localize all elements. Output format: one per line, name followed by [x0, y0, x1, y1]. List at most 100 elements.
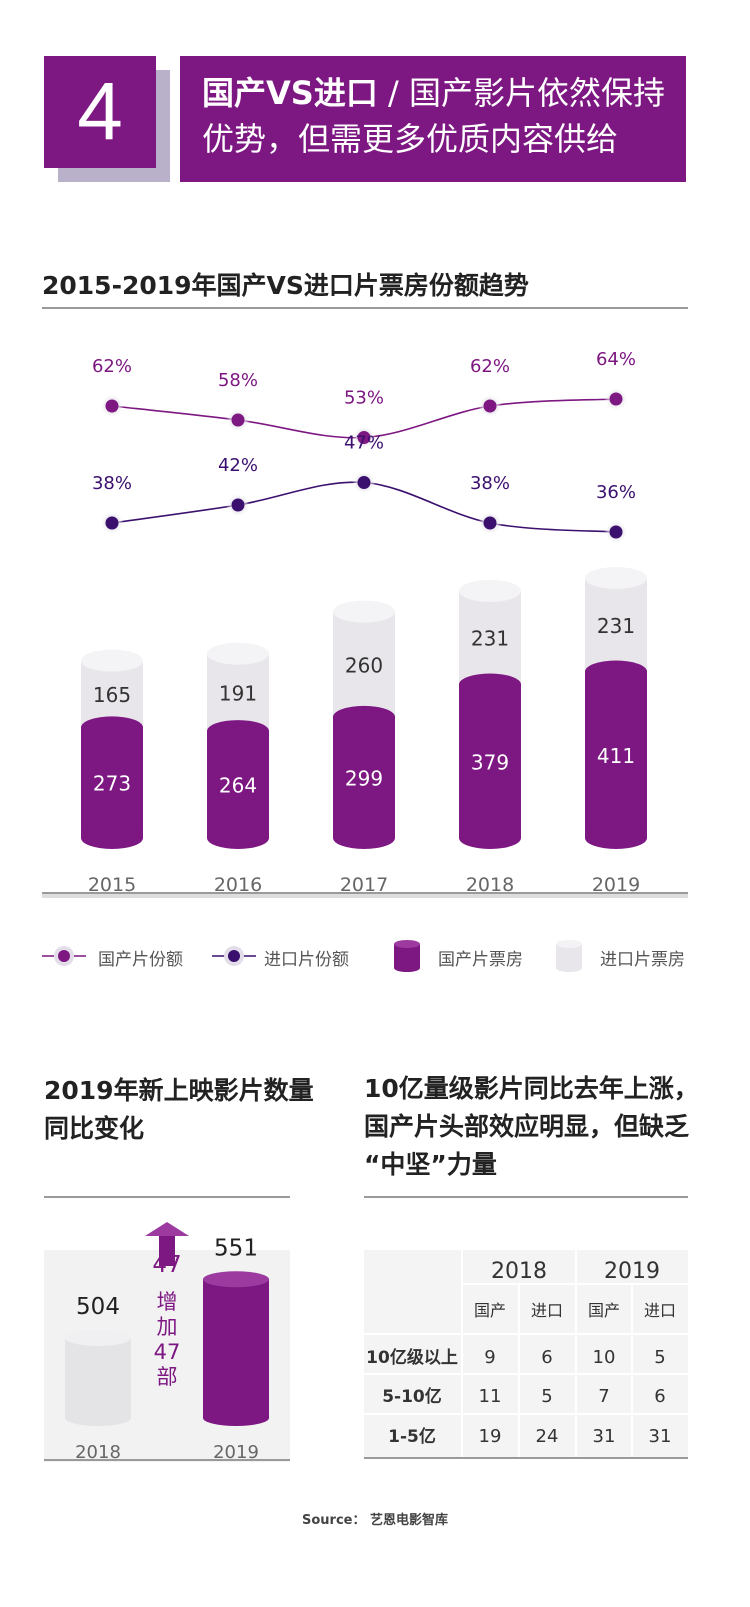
domestic-box-label: 264	[219, 774, 257, 798]
x-tick-label: 2019	[592, 874, 640, 896]
x-axis-line	[42, 892, 688, 894]
legend-import-box-icon	[556, 940, 582, 972]
table-subheader: 国产	[588, 1301, 620, 1320]
table-cell: 19	[479, 1426, 502, 1447]
domestic-share-point	[357, 431, 371, 444]
title-rule	[42, 307, 688, 309]
domestic-box-bar	[585, 671, 647, 838]
import-box-label: 231	[471, 627, 509, 651]
left-panel-rule	[44, 1196, 290, 1198]
x-axis-shadow	[42, 894, 688, 898]
table-subheader: 进口	[531, 1301, 563, 1320]
axis-layer: 2015 2016 2017 2018 2019	[42, 874, 688, 898]
import-share-label: 47%	[344, 433, 384, 454]
x-tick-label: 2018	[466, 874, 514, 896]
domestic-share-label: 64%	[596, 349, 636, 370]
table-year-2019: 2019	[604, 1259, 660, 1284]
domestic-share-label: 53%	[344, 388, 384, 409]
domestic-box-bar-top	[81, 716, 143, 739]
release-bar-2018	[65, 1338, 131, 1418]
import-box-bar	[81, 660, 143, 728]
left-title-line-2: 同比变化	[44, 1114, 145, 1143]
import-share-label: 38%	[470, 473, 510, 494]
import-box-bar	[459, 590, 521, 685]
release-bar-2018-base	[65, 1410, 131, 1426]
section-number: 4	[44, 56, 156, 168]
release-count-chart: 504 2018 551 2019 47 增 加 47 部	[44, 1222, 290, 1463]
table-cell: 24	[536, 1426, 559, 1447]
legend-import-share-icon	[212, 946, 256, 966]
domestic-box-label: 299	[345, 766, 383, 790]
domestic-share-point	[609, 392, 623, 406]
table-row: 10亿级以上 9 6 10 5	[366, 1347, 666, 1368]
line-layer: 62% 58% 53% 62% 64% 38% 42% 47% 38% 36%	[92, 349, 636, 544]
right-title-line-2: 国产片头部效应明显，但缺乏	[364, 1112, 690, 1141]
import-share-point	[357, 476, 371, 489]
x-tick-label: 2016	[214, 874, 262, 896]
chart-title: 2015-2019年国产VS进口片票房份额趋势	[42, 271, 529, 300]
table-cell: 31	[649, 1426, 672, 1447]
domestic-box-bar	[333, 716, 395, 838]
domestic-box-bar	[459, 684, 521, 838]
domestic-share-label: 58%	[218, 370, 258, 391]
domestic-box-bar-base	[459, 827, 521, 849]
import-share-label: 36%	[596, 482, 636, 503]
banner-line1-rest: / 国产影片依然保持	[377, 74, 665, 112]
increase-arrow	[145, 1222, 189, 1266]
banner-bold: 国产VS进口	[202, 74, 378, 112]
legend-domestic-share: 国产片份额	[98, 950, 183, 970]
table-cell: 10	[593, 1347, 616, 1368]
release-bar-2018-year: 2018	[75, 1442, 121, 1463]
right-panel-rule	[364, 1196, 688, 1198]
release-bar-2019-value: 551	[214, 1235, 258, 1261]
import-box-label: 231	[597, 614, 635, 638]
release-bars: 504 2018 551 2019	[65, 1235, 269, 1463]
table-cell: 6	[654, 1386, 665, 1407]
legend-import-share: 进口片份额	[264, 950, 349, 970]
main-chart: 62% 58% 53% 62% 64% 38% 42% 47% 38% 36% 273 165 264…	[42, 349, 688, 898]
import-share-point	[483, 516, 497, 530]
import-box-label: 260	[345, 653, 383, 677]
domestic-box-bar-top	[207, 720, 269, 743]
increase-annotation-2: 加	[157, 1315, 178, 1339]
banner-line-1: 国产VS进口 / 国产影片依然保持	[202, 70, 686, 116]
import-share-point	[105, 516, 119, 530]
import-box-bar-top	[585, 566, 647, 589]
x-tick-label: 2015	[88, 874, 136, 896]
import-share-point	[231, 498, 245, 512]
section-banner: 国产VS进口 / 国产影片依然保持 优势，但需更多优质内容供给	[180, 56, 686, 182]
domestic-box-bar-base	[585, 827, 647, 849]
release-bar-2019-top	[203, 1271, 269, 1288]
import-box-label: 165	[93, 683, 131, 707]
domestic-box-bar-base	[207, 827, 269, 849]
increase-annotation-3: 47	[154, 1340, 181, 1364]
release-bar-2019	[203, 1279, 269, 1418]
import-box-bar-top	[207, 642, 269, 665]
bar-layer: 273 165 264 191 299 260 379 231 411 231	[81, 566, 647, 849]
table-subheader: 进口	[644, 1301, 676, 1320]
table-subheader: 国产	[474, 1301, 506, 1320]
banner-line-2: 优势，但需更多优质内容供给	[202, 120, 619, 158]
left-panel-title: 2019年新上映影片数量 同比变化	[44, 1072, 334, 1148]
table-grid	[364, 1250, 688, 1458]
domestic-box-bar	[81, 727, 143, 838]
right-panel-title: 10亿量级影片同比去年上涨， 国产片头部效应明显，但缺乏 “中坚”力量	[364, 1070, 704, 1184]
table-cell: 7	[598, 1386, 609, 1407]
release-bar-2018-top	[65, 1330, 131, 1346]
domestic-share-label: 62%	[470, 356, 510, 377]
table-row-label: 10亿级以上	[366, 1347, 458, 1368]
table-cell: 5	[541, 1386, 552, 1407]
domestic-share-point	[231, 413, 245, 427]
domestic-box-label: 273	[93, 772, 131, 796]
legend: 国产片份额 进口片份额 国产片票房 进口片票房	[42, 938, 702, 974]
import-box-bar-top	[333, 600, 395, 623]
domestic-box-label: 411	[597, 744, 635, 768]
table-cell: 9	[484, 1347, 495, 1368]
table-cell: 5	[654, 1347, 665, 1368]
table-cell: 11	[479, 1386, 502, 1407]
right-title-line-3: “中坚”力量	[364, 1150, 497, 1179]
legend-domestic-box: 国产片票房	[438, 950, 523, 970]
table-row: 1-5亿 19 24 31 31	[388, 1426, 671, 1447]
import-share-label: 38%	[92, 473, 132, 494]
table-row: 5-10亿 11 5 7 6	[382, 1386, 666, 1407]
